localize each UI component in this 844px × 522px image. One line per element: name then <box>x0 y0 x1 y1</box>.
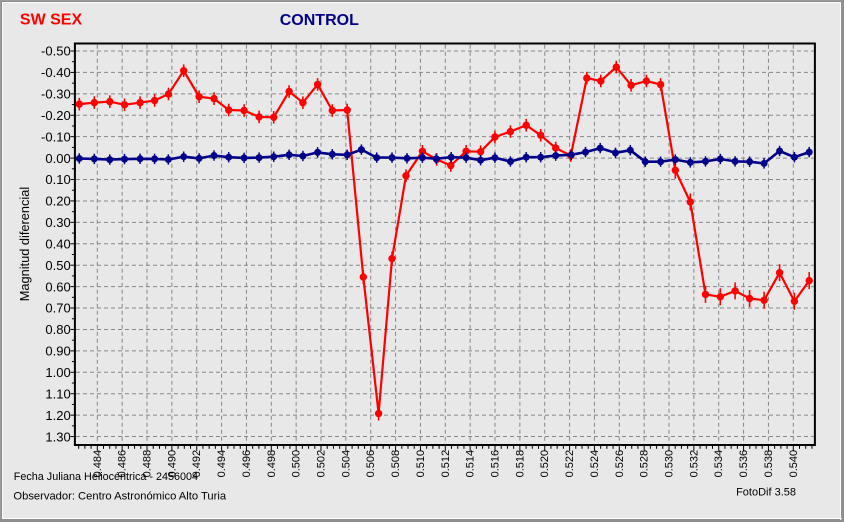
svg-text:1.00: 1.00 <box>45 365 70 380</box>
svg-text:CONTROL: CONTROL <box>280 12 359 29</box>
svg-text:0.70: 0.70 <box>45 301 70 316</box>
svg-text:0.530: 0.530 <box>664 450 676 478</box>
svg-text:0.502: 0.502 <box>316 450 328 478</box>
svg-text:0.498: 0.498 <box>266 450 278 478</box>
svg-text:1.30: 1.30 <box>45 429 70 444</box>
svg-text:0.00: 0.00 <box>45 151 70 166</box>
svg-text:0.40: 0.40 <box>45 236 70 251</box>
svg-text:0.10: 0.10 <box>45 172 70 187</box>
svg-text:0.90: 0.90 <box>45 344 70 359</box>
svg-text:0.538: 0.538 <box>763 450 775 478</box>
svg-text:0.540: 0.540 <box>788 450 800 478</box>
svg-text:0.520: 0.520 <box>539 450 551 478</box>
svg-text:0.524: 0.524 <box>589 450 601 478</box>
svg-text:0.508: 0.508 <box>390 450 402 478</box>
svg-text:0.516: 0.516 <box>490 450 502 478</box>
svg-text:0.528: 0.528 <box>639 450 651 478</box>
svg-text:0.500: 0.500 <box>291 450 303 478</box>
svg-text:0.30: 0.30 <box>45 215 70 230</box>
svg-text:0.518: 0.518 <box>514 450 526 478</box>
svg-text:0.494: 0.494 <box>216 450 228 478</box>
svg-text:0.532: 0.532 <box>688 450 700 478</box>
svg-text:Observador: Centro Astronómico: Observador: Centro Astronómico Alto Turi… <box>13 491 226 503</box>
svg-text:0.492: 0.492 <box>191 450 203 478</box>
svg-text:FotoDif 3.58: FotoDif 3.58 <box>736 487 796 499</box>
svg-text:0.484: 0.484 <box>92 450 104 478</box>
svg-text:0.490: 0.490 <box>166 450 178 478</box>
svg-text:0.504: 0.504 <box>340 450 352 478</box>
svg-text:Magnitud diferencial: Magnitud diferencial <box>17 187 32 302</box>
svg-text:0.486: 0.486 <box>117 450 129 478</box>
svg-text:0.514: 0.514 <box>465 450 477 478</box>
svg-text:0.496: 0.496 <box>241 450 253 478</box>
svg-text:0.506: 0.506 <box>365 450 377 478</box>
svg-text:-0.10: -0.10 <box>41 129 71 144</box>
svg-text:0.488: 0.488 <box>142 450 154 478</box>
svg-text:0.60: 0.60 <box>45 279 70 294</box>
svg-text:0.510: 0.510 <box>415 450 427 478</box>
svg-text:0.522: 0.522 <box>564 450 576 478</box>
svg-text:-0.30: -0.30 <box>41 87 71 102</box>
svg-text:0.50: 0.50 <box>45 258 70 273</box>
svg-text:-0.20: -0.20 <box>41 108 71 123</box>
svg-text:-0.40: -0.40 <box>41 65 71 80</box>
svg-text:0.20: 0.20 <box>45 194 70 209</box>
svg-text:0.536: 0.536 <box>738 450 750 478</box>
svg-text:-0.50: -0.50 <box>41 44 71 59</box>
svg-text:SW SEX: SW SEX <box>20 12 83 29</box>
svg-text:Fecha Juliana Heliocéntrica -: Fecha Juliana Heliocéntrica - 2456004 <box>14 471 198 483</box>
svg-text:1.20: 1.20 <box>45 408 70 423</box>
svg-text:0.512: 0.512 <box>440 450 452 478</box>
svg-text:0.534: 0.534 <box>713 450 725 478</box>
svg-text:0.80: 0.80 <box>45 322 70 337</box>
svg-text:1.10: 1.10 <box>45 386 70 401</box>
svg-text:0.526: 0.526 <box>614 450 626 478</box>
